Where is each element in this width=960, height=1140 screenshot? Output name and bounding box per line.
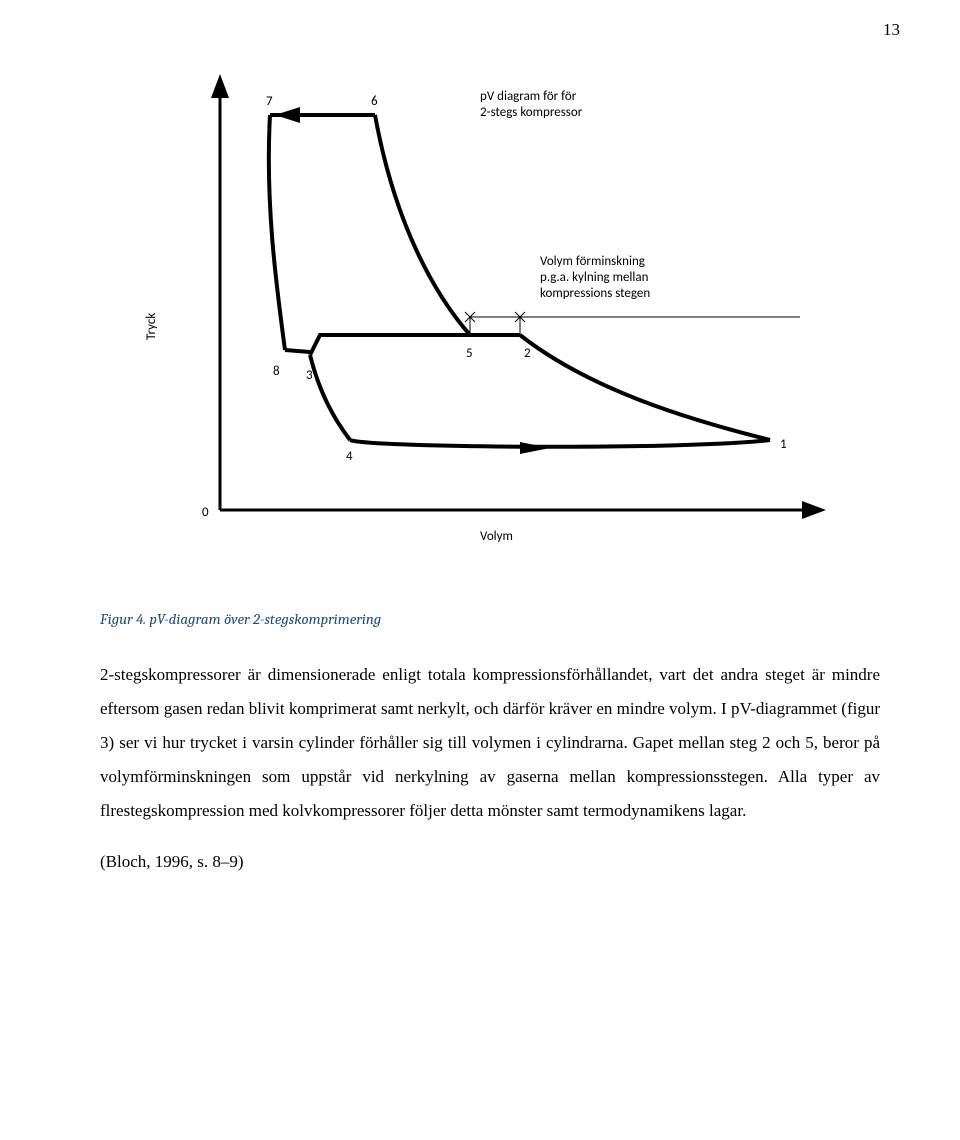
svg-text:2: 2 [524, 346, 531, 361]
svg-text:Volym: Volym [480, 529, 513, 544]
svg-text:7: 7 [266, 94, 273, 109]
svg-text:p.g.a. kylning mellan: p.g.a. kylning mellan [540, 270, 649, 285]
svg-text:2-stegs kompressor: 2-stegs kompressor [480, 105, 583, 120]
svg-text:pV diagram för för: pV diagram för för [480, 89, 577, 104]
svg-text:1: 1 [780, 437, 787, 452]
svg-text:6: 6 [371, 94, 378, 109]
svg-text:kompressions stegen: kompressions stegen [540, 286, 650, 301]
pv-diagram: 0 Tryck Volym 8 1 2 3 4 5 6 7 pV diagram för för2-s… [100, 60, 860, 585]
svg-text:Volym förminskning: Volym förminskning [540, 254, 645, 269]
body-paragraph: 2-stegskompressorer är dimensionerade en… [100, 658, 880, 828]
svg-text:4: 4 [346, 449, 353, 464]
page: 13 0 Tryck Volym 8 1 2 3 4 5 6 7 pV diagram för för… [0, 0, 960, 931]
svg-text:8: 8 [273, 364, 280, 379]
svg-text:3: 3 [306, 368, 313, 383]
svg-text:5: 5 [466, 346, 473, 361]
svg-text:Tryck: Tryck [144, 313, 159, 340]
citation: (Bloch, 1996, s. 8–9) [100, 845, 880, 879]
page-number: 13 [883, 20, 900, 40]
figure-caption: Figur 4. pV-diagram över 2-stegskomprime… [100, 610, 880, 628]
svg-text:0: 0 [202, 505, 209, 520]
